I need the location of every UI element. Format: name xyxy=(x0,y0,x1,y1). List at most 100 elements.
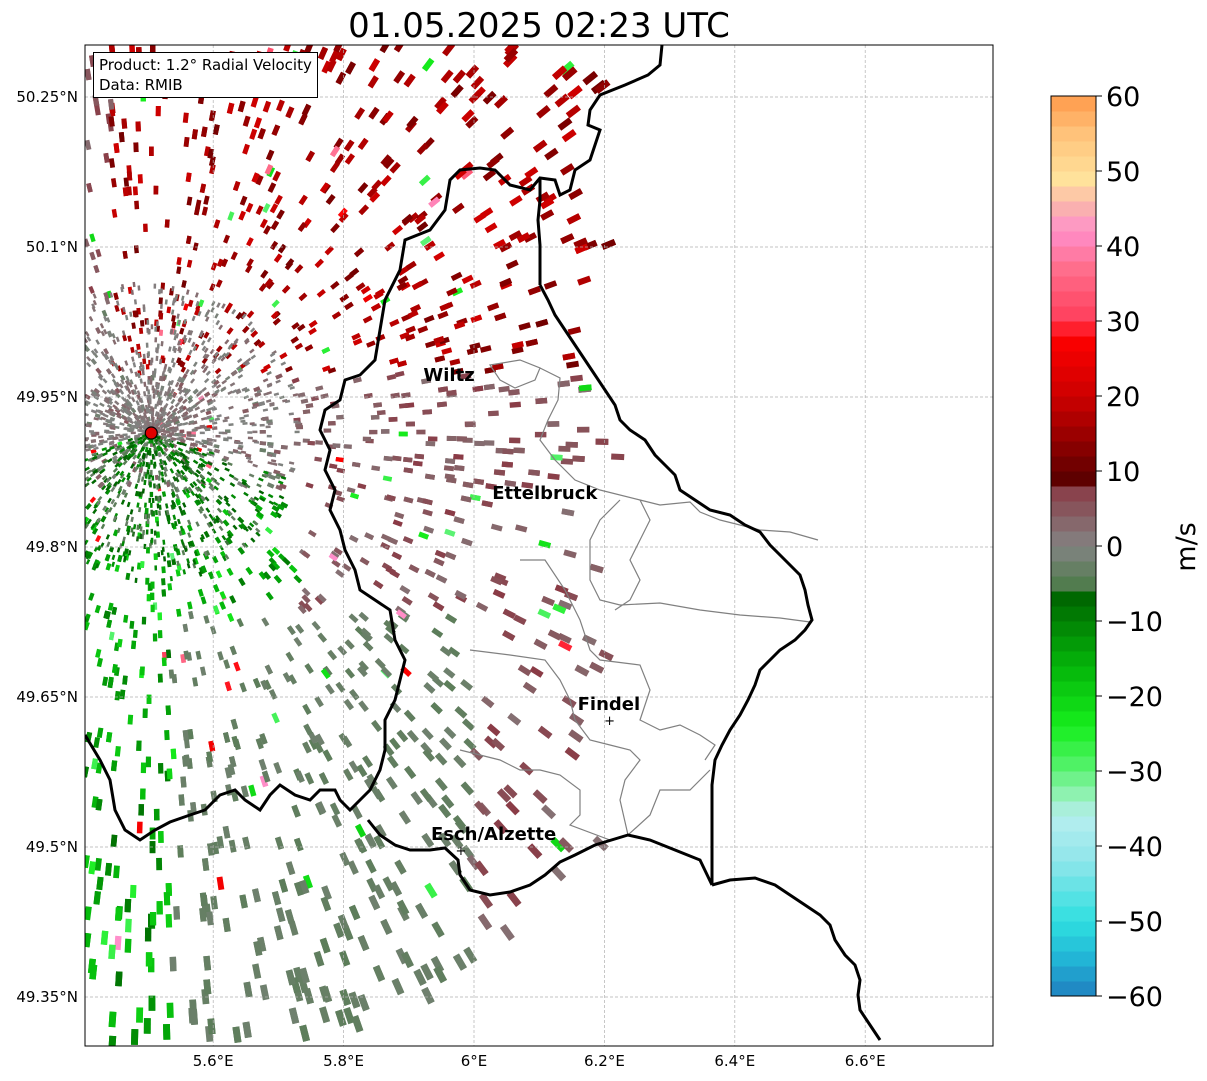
colorbar-segment xyxy=(1051,216,1096,232)
colorbar-segment xyxy=(1051,186,1096,202)
colorbar-segment xyxy=(1051,246,1096,262)
colorbar-unit-label: m/s xyxy=(1171,522,1202,571)
colorbar-segment xyxy=(1051,156,1096,172)
colorbar-segment xyxy=(1051,801,1096,817)
colorbar-tick-label: 40 xyxy=(1106,232,1140,263)
colorbar-segment xyxy=(1051,906,1096,922)
colorbar-segment xyxy=(1051,636,1096,652)
city-marker-icon: + xyxy=(456,844,467,859)
product-label: Product: 1.2° Radial Velocity xyxy=(99,56,312,74)
colorbar-segment xyxy=(1051,171,1096,187)
colorbar-tick-label: −40 xyxy=(1106,832,1163,863)
lat-tick-label: 49.95°N xyxy=(16,388,78,406)
colorbar: 60 50 40 30 20 10 0 −10 −20 −30 −40 −50 −60 m/s xyxy=(1050,82,1202,1013)
lat-tick-label: 49.5°N xyxy=(26,838,78,856)
colorbar-segment xyxy=(1051,231,1096,247)
colorbar-segment xyxy=(1051,696,1096,712)
colorbar-segment xyxy=(1051,141,1096,157)
colorbar-tick-label: −20 xyxy=(1106,682,1163,713)
colorbar-segment xyxy=(1051,126,1096,142)
colorbar-segment xyxy=(1051,336,1096,352)
colorbar-segment xyxy=(1051,306,1096,322)
colorbar-tick-label: −60 xyxy=(1106,982,1163,1013)
country-border-north-lux xyxy=(536,178,542,285)
lon-tick-label: 6°E xyxy=(461,1052,488,1070)
lat-tick-label: 49.8°N xyxy=(26,538,78,556)
colorbar-segment xyxy=(1051,771,1096,787)
colorbar-segment xyxy=(1051,321,1096,337)
colorbar-segment xyxy=(1051,981,1096,997)
colorbar-tick-label: 20 xyxy=(1106,382,1140,413)
country-border xyxy=(85,45,664,842)
colorbar-segment xyxy=(1051,201,1096,217)
colorbar-tick-label: −30 xyxy=(1106,757,1163,788)
lon-tick-label: 6.4°E xyxy=(714,1052,755,1070)
boundaries xyxy=(85,45,882,1041)
colorbar-segment xyxy=(1051,831,1096,847)
colorbar-segment xyxy=(1051,966,1096,982)
city-marker-icon: + xyxy=(604,714,615,729)
data-source-label: Data: RMIB xyxy=(99,76,183,94)
colorbar-segment xyxy=(1051,486,1096,502)
colorbar-segment xyxy=(1051,261,1096,277)
colorbar-segment xyxy=(1051,411,1096,427)
colorbar-segment xyxy=(1051,591,1096,607)
colorbar-segment xyxy=(1051,546,1096,562)
colorbar-segment xyxy=(1051,681,1096,697)
colorbar-segment xyxy=(1051,426,1096,442)
country-border-southeast xyxy=(711,876,882,1041)
colorbar-segment xyxy=(1051,561,1096,577)
radar-site-marker xyxy=(144,426,158,440)
lon-tick-label: 5.8°E xyxy=(323,1052,364,1070)
radar-site xyxy=(144,426,158,440)
colorbar-segment xyxy=(1051,396,1096,412)
colorbar-segment xyxy=(1051,786,1096,802)
colorbar-segment xyxy=(1051,846,1096,862)
colorbar-segment xyxy=(1051,756,1096,772)
colorbar-tick-label: 0 xyxy=(1106,532,1123,563)
city-label: Ettelbruck xyxy=(492,483,598,504)
city-label: Esch/Alzette xyxy=(431,824,556,845)
colorbar-segment xyxy=(1051,276,1096,292)
lat-tick-label: 50.1°N xyxy=(26,238,78,256)
product-info-box: Product: 1.2° Radial Velocity Data: RMIB xyxy=(93,52,318,98)
colorbar-segment xyxy=(1051,291,1096,307)
colorbar-tick-label: −50 xyxy=(1106,907,1163,938)
colorbar-segment xyxy=(1051,351,1096,367)
colorbar-segment xyxy=(1051,861,1096,877)
colorbar-segment xyxy=(1051,606,1096,622)
lon-tick-label: 6.6°E xyxy=(845,1052,886,1070)
colorbar-segment xyxy=(1051,711,1096,727)
longitude-labels: 5.6°E 5.8°E 6°E 6.2°E 6.4°E 6.6°E xyxy=(193,1052,886,1070)
colorbar-segment xyxy=(1051,111,1096,127)
lon-tick-label: 5.6°E xyxy=(193,1052,234,1070)
colorbar-tick-label: −10 xyxy=(1106,607,1163,638)
colorbar-segment xyxy=(1051,921,1096,937)
colorbar-tick-label: 50 xyxy=(1106,157,1140,188)
plot-frame xyxy=(84,44,994,1047)
colorbar-segment xyxy=(1051,726,1096,742)
lat-tick-label: 50.25°N xyxy=(16,88,78,106)
lat-tick-label: 49.35°N xyxy=(16,988,78,1006)
colorbar-segment xyxy=(1051,816,1096,832)
colorbar-segment xyxy=(1051,471,1096,487)
colorbar-segment xyxy=(1051,576,1096,592)
colorbar-segment xyxy=(1051,381,1096,397)
country-border-lux-south xyxy=(366,819,714,897)
colorbar-segment xyxy=(1051,876,1096,892)
colorbar-tick-label: 60 xyxy=(1106,82,1140,113)
lon-tick-label: 6.2°E xyxy=(584,1052,625,1070)
colorbar-segment xyxy=(1051,96,1096,112)
lat-tick-label: 49.65°N xyxy=(16,688,78,706)
colorbar-segment xyxy=(1051,741,1096,757)
colorbar-segment xyxy=(1051,621,1096,637)
country-border-east xyxy=(538,284,814,885)
velocity-echoes xyxy=(85,45,625,1046)
colorbar-segment xyxy=(1051,651,1096,667)
colorbar-segment xyxy=(1051,516,1096,532)
colorbar-segment xyxy=(1051,936,1096,952)
map-title: 01.05.2025 02:23 UTC xyxy=(348,6,730,46)
colorbar-segment xyxy=(1051,951,1096,967)
